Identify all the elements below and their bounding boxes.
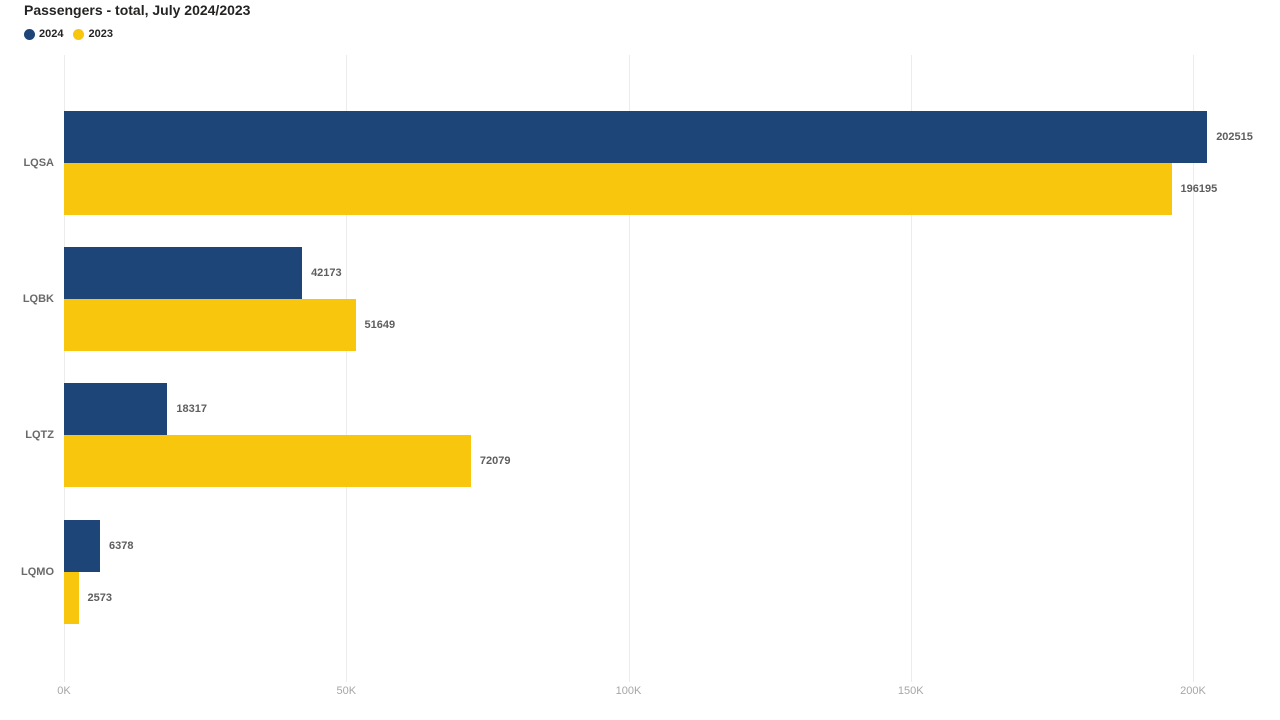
gridline [1193, 55, 1194, 682]
category-label-lqtz: LQTZ [25, 429, 54, 442]
legend-item-label: 2024 [39, 28, 64, 40]
value-label-lqbk-2023: 51649 [364, 319, 396, 332]
bar-lqsa-2023[interactable] [64, 163, 1172, 215]
bar-lqbk-2023[interactable] [64, 299, 356, 352]
value-label-lqmo-2024: 6378 [109, 539, 134, 552]
bar-lqmo-2024[interactable] [64, 519, 100, 572]
legend: 2024 2023 [24, 28, 113, 40]
x-axis-tick-label: 50K [336, 685, 357, 697]
legend-item-2023[interactable]: 2023 [73, 28, 113, 40]
bar-lqtz-2023[interactable] [64, 435, 471, 488]
gridline [910, 55, 912, 682]
value-label-lqsa-2023: 196195 [1180, 183, 1218, 195]
x-axis-tick-label: 0K [57, 685, 71, 697]
value-label-lqtz-2024: 18317 [176, 403, 207, 416]
legend-item-label: 2023 [88, 28, 113, 40]
x-axis-tick-label: 100K [615, 685, 642, 697]
category-label-lqsa: LQSA [23, 157, 54, 169]
gridline [346, 55, 348, 682]
legend-item-2024[interactable]: 2024 [24, 28, 63, 40]
chart-title: Passengers - total, July 2024/2023 [24, 2, 251, 18]
category-label-lqbk: LQBK [22, 293, 54, 306]
x-axis-tick-label: 200K [1180, 685, 1206, 697]
legend-color-dot [24, 28, 35, 40]
gridline [628, 55, 630, 682]
value-label-lqtz-2023: 72079 [479, 455, 511, 468]
bar-lqmo-2023[interactable] [64, 571, 79, 624]
value-label-lqsa-2024: 202515 [1216, 131, 1253, 143]
bar-lqbk-2024[interactable] [64, 247, 303, 300]
value-label-lqbk-2024: 42173 [311, 267, 342, 280]
value-label-lqmo-2023: 2573 [87, 591, 112, 604]
category-label-lqmo: LQMO [21, 565, 54, 578]
gridline [64, 55, 65, 682]
legend-color-dot [73, 28, 85, 40]
bar-lqsa-2024[interactable] [64, 111, 1208, 163]
x-axis-tick-label: 150K [897, 685, 924, 697]
bar-lqtz-2024[interactable] [64, 383, 168, 436]
